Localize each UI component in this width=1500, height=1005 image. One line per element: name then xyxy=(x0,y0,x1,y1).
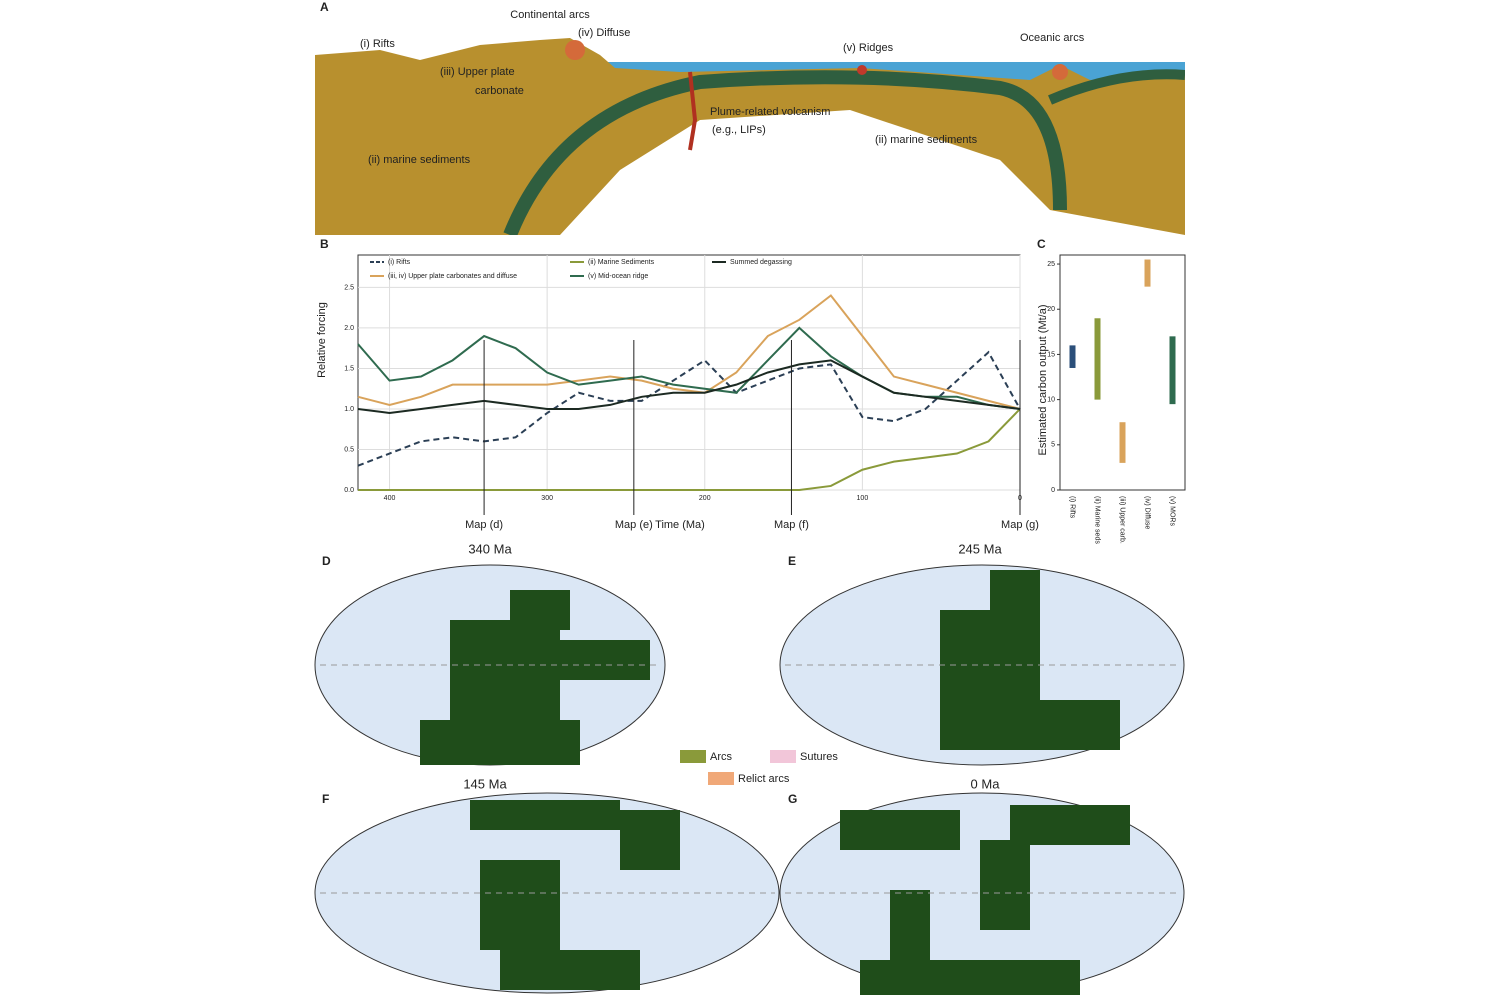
map-marker-label: Map (g) xyxy=(1001,519,1039,531)
label: (v) Ridges xyxy=(843,42,894,54)
continents xyxy=(420,570,1130,995)
arc xyxy=(565,40,585,60)
panel-letter: G xyxy=(788,792,797,806)
legend-label: Summed degassing xyxy=(730,259,792,266)
maps xyxy=(314,564,1185,995)
series-line xyxy=(358,408,1021,491)
x-tick-label: (i) Rifts xyxy=(1069,496,1076,519)
y-tick-label: 1.5 xyxy=(344,365,354,372)
legend-label: Arcs xyxy=(710,751,733,763)
legend-swatch xyxy=(680,750,706,763)
tectonic-diagram xyxy=(315,38,1185,235)
legend-label: (ii) Marine Sediments xyxy=(588,259,655,266)
label: carbonate xyxy=(475,85,524,97)
label: (ii) marine sediments xyxy=(875,134,978,146)
map-marker-label: Map (e) xyxy=(615,519,653,531)
legend-swatch xyxy=(708,772,734,785)
panel-letter: C xyxy=(1037,237,1046,251)
map-marker-label: Map (d) xyxy=(465,519,503,531)
legend-label: (iii, iv) Upper plate carbonates and dif… xyxy=(388,273,517,280)
range-bar xyxy=(1144,259,1151,287)
label: (ii) marine sediments xyxy=(368,154,471,166)
panel-letter: A xyxy=(320,0,329,14)
series-line xyxy=(357,359,1021,415)
label: Plume-related volcanism xyxy=(710,106,830,118)
panel-letter: B xyxy=(320,237,329,251)
range-bar xyxy=(1119,422,1126,463)
legend-label: (i) Rifts xyxy=(388,259,411,266)
y-axis-label: Relative forcing xyxy=(316,302,328,378)
label: Continental arcs xyxy=(510,9,590,21)
x-tick-label: (ii) Marine seds xyxy=(1094,496,1101,544)
slab xyxy=(503,70,1067,235)
x-tick-label: (iv) Diffuse xyxy=(1144,496,1151,529)
y-tick-label: 0.5 xyxy=(344,446,354,453)
x-axis-label: Time (Ma) xyxy=(655,519,705,531)
map-title: 340 Ma xyxy=(468,541,512,556)
y-tick-label: 0 xyxy=(1051,487,1055,494)
range-bar xyxy=(1169,336,1176,405)
label: (i) Rifts xyxy=(360,38,395,50)
x-tick-label: 100 xyxy=(857,495,869,502)
graticule xyxy=(320,664,1180,894)
plot-area xyxy=(1059,254,1186,491)
x-tick-label: (v) MORs xyxy=(1169,496,1176,526)
y-tick-label: 1.0 xyxy=(344,406,354,413)
y-tick-label: 0.0 xyxy=(344,487,354,494)
series-line xyxy=(357,350,1021,467)
range-bar xyxy=(1094,318,1101,400)
x-tick-label: 400 xyxy=(384,495,396,502)
plot-area xyxy=(357,254,1021,491)
label: (iii) Upper plate xyxy=(440,66,515,78)
label: Oceanic arcs xyxy=(1020,32,1085,44)
y-tick-label: 5 xyxy=(1051,442,1055,449)
legend-swatch xyxy=(770,750,796,763)
label: (e.g., LIPs) xyxy=(712,124,766,136)
panel-letter: D xyxy=(322,554,331,568)
series-line xyxy=(357,294,1021,410)
y-tick-label: 15 xyxy=(1047,351,1055,358)
y-tick-label: 20 xyxy=(1047,306,1055,313)
range-bar xyxy=(1069,345,1076,368)
map-title: 245 Ma xyxy=(958,541,1002,556)
legend-label: Relict arcs xyxy=(738,773,790,785)
x-tick-label: 300 xyxy=(541,495,553,502)
map-marker-label: Map (f) xyxy=(774,519,809,531)
y-tick-label: 2.5 xyxy=(344,284,354,291)
map-title: 0 Ma xyxy=(971,776,1001,791)
panel-letter: F xyxy=(322,792,329,806)
y-axis-label: Estimated carbon output (Mt/a) xyxy=(1037,304,1049,455)
map-title: 145 Ma xyxy=(463,776,507,791)
y-tick-label: 2.0 xyxy=(344,325,354,332)
slab xyxy=(1048,69,1185,105)
legend-label: Sutures xyxy=(800,751,838,763)
x-tick-label: (iii) Upper carb. xyxy=(1119,496,1126,544)
panel-letter: E xyxy=(788,554,796,568)
y-tick-label: 25 xyxy=(1047,261,1055,268)
y-tick-label: 10 xyxy=(1047,396,1055,403)
x-tick-label: 200 xyxy=(699,495,711,502)
label: (iv) Diffuse xyxy=(578,27,630,39)
plume xyxy=(688,71,698,151)
legend-label: (v) Mid-ocean ridge xyxy=(588,273,648,280)
arc xyxy=(1052,64,1068,80)
ridge xyxy=(857,65,867,75)
